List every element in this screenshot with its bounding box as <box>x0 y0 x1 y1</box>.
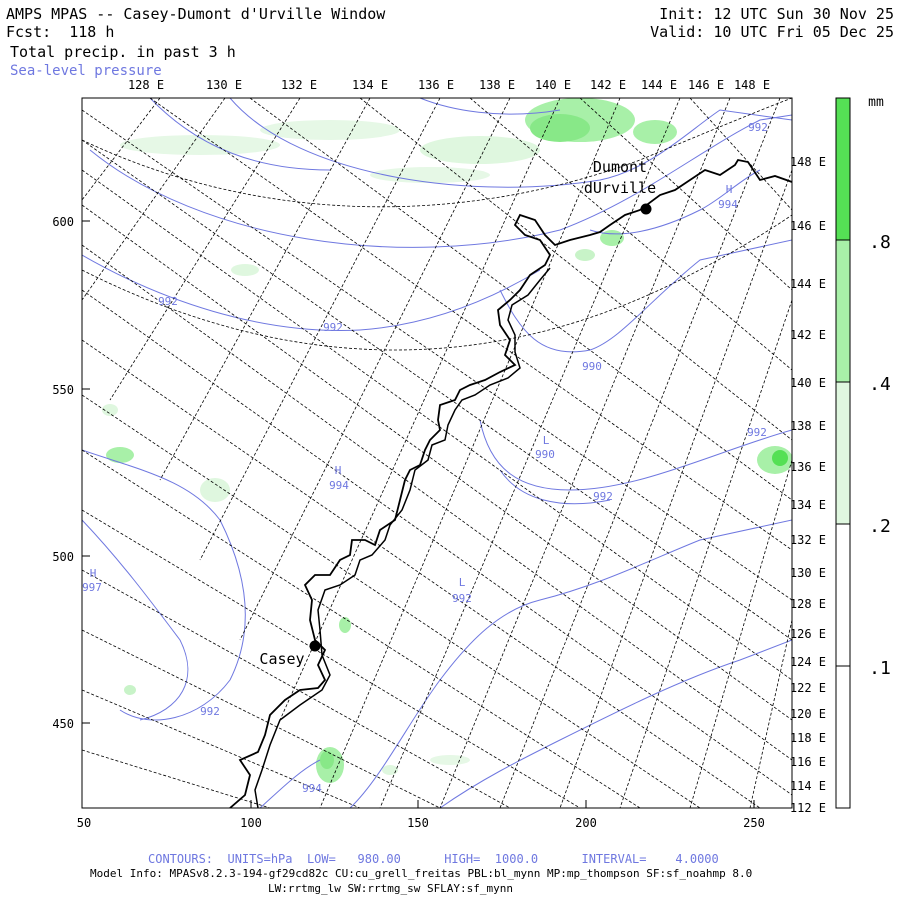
colorbar-level: .8 <box>869 232 891 253</box>
top-lon-label: 132 E <box>281 78 317 92</box>
pressure-label: 992 <box>593 490 613 503</box>
right-lon-label: 114 E <box>790 779 826 793</box>
station-label-dumont: Dumont <box>593 158 647 176</box>
top-lon-label: 138 E <box>479 78 515 92</box>
coastline-inner <box>254 267 551 808</box>
pressure-label: H <box>726 183 733 196</box>
y-tick-label: 550 <box>52 383 74 397</box>
model-info-2: LW:rrtmg_lw SW:rrtmg_sw SFLAY:sf_mynn <box>268 882 514 895</box>
pressure-label: 997 <box>82 581 102 594</box>
contour-info: CONTOURS: UNITS=hPa LOW= 980.00 HIGH= 10… <box>148 852 719 866</box>
colorbar-level: .1 <box>869 658 891 679</box>
x-tick-label: 250 <box>743 816 765 830</box>
pressure-label: 994 <box>329 479 349 492</box>
top-lon-label: 134 E <box>352 78 388 92</box>
map-frame <box>81 97 793 809</box>
colorbar-level: .2 <box>869 516 891 537</box>
coastline <box>229 158 792 808</box>
pressure-contours <box>82 98 792 808</box>
pressure-label: 992 <box>200 705 220 718</box>
right-lon-label: 124 E <box>790 655 826 669</box>
model-info: Model Info: MPASv8.2.3-194-gf29cd82c CU:… <box>90 867 753 880</box>
station-label-casey: Casey <box>259 650 304 668</box>
pressure-label: L <box>459 576 466 589</box>
pressure-label: 990 <box>535 448 555 461</box>
pressure-label: 992 <box>158 295 178 308</box>
y-tick-label: 600 <box>52 215 74 229</box>
right-lon-label: 144 E <box>790 277 826 291</box>
right-lon-label: 140 E <box>790 376 826 390</box>
top-lon-label: 140 E <box>535 78 571 92</box>
top-lon-label: 144 E <box>641 78 677 92</box>
top-lon-label: 142 E <box>590 78 626 92</box>
right-lon-label: 146 E <box>790 219 826 233</box>
init-time: Init: 12 UTC Sun 30 Nov 25 <box>659 5 894 23</box>
pressure-label: H <box>90 567 97 580</box>
y-tick-label: 500 <box>52 550 74 564</box>
x-tick-label: 100 <box>240 816 262 830</box>
right-lon-label: 112 E <box>790 801 826 815</box>
x-tick-label: 200 <box>575 816 597 830</box>
precip-layer <box>102 98 792 783</box>
pressure-label: L <box>543 434 550 447</box>
station-marker-dumont[interactable] <box>640 203 652 215</box>
x-tick-label: 150 <box>407 816 429 830</box>
pressure-label: 992 <box>323 321 343 334</box>
overlay-name: Sea-level pressure <box>10 63 162 79</box>
station-marker-casey[interactable] <box>309 640 321 652</box>
pressure-label: 994 <box>302 782 322 795</box>
right-lon-label: 136 E <box>790 460 826 474</box>
top-lon-label: 136 E <box>418 78 454 92</box>
right-lon-label: 142 E <box>790 328 826 342</box>
pressure-label: H <box>335 464 342 477</box>
top-lon-label: 128 E <box>128 78 164 92</box>
valid-time: Valid: 10 UTC Fri 05 Dec 25 <box>650 23 894 41</box>
right-lon-label: 134 E <box>790 498 826 512</box>
colorbar: mm .8 .4 .2 .1 <box>835 95 891 809</box>
pressure-label: 992 <box>747 426 767 439</box>
right-lon-label: 132 E <box>790 533 826 547</box>
top-lon-label: 130 E <box>206 78 242 92</box>
right-lon-label: 126 E <box>790 627 826 641</box>
field-name: Total precip. in past 3 h <box>10 43 236 61</box>
right-lon-label: 116 E <box>790 755 826 769</box>
right-lon-label: 138 E <box>790 419 826 433</box>
right-lon-label: 130 E <box>790 566 826 580</box>
plot-title: AMPS MPAS -- Casey-Dumont d'Urville Wind… <box>6 5 386 23</box>
station-label-durville: dUrville <box>584 179 656 197</box>
top-lon-label: 148 E <box>734 78 770 92</box>
right-lon-label: 128 E <box>790 597 826 611</box>
colorbar-unit: mm <box>868 95 884 110</box>
colorbar-level: .4 <box>869 374 891 395</box>
pressure-label: 992 <box>748 121 768 134</box>
right-lon-label: 118 E <box>790 731 826 745</box>
x-tick-label: 50 <box>77 816 91 830</box>
pressure-label: 994 <box>718 198 738 211</box>
top-lon-label: 146 E <box>688 78 724 92</box>
right-lon-label: 122 E <box>790 681 826 695</box>
y-tick-label: 450 <box>52 717 74 731</box>
pressure-label: 992 <box>452 592 472 605</box>
right-lon-label: 120 E <box>790 707 826 721</box>
lat-lon-grid <box>82 98 792 808</box>
right-lon-label: 148 E <box>790 155 826 169</box>
forecast-hour: Fcst: 118 h <box>6 23 115 41</box>
pressure-label: 990 <box>582 360 602 373</box>
